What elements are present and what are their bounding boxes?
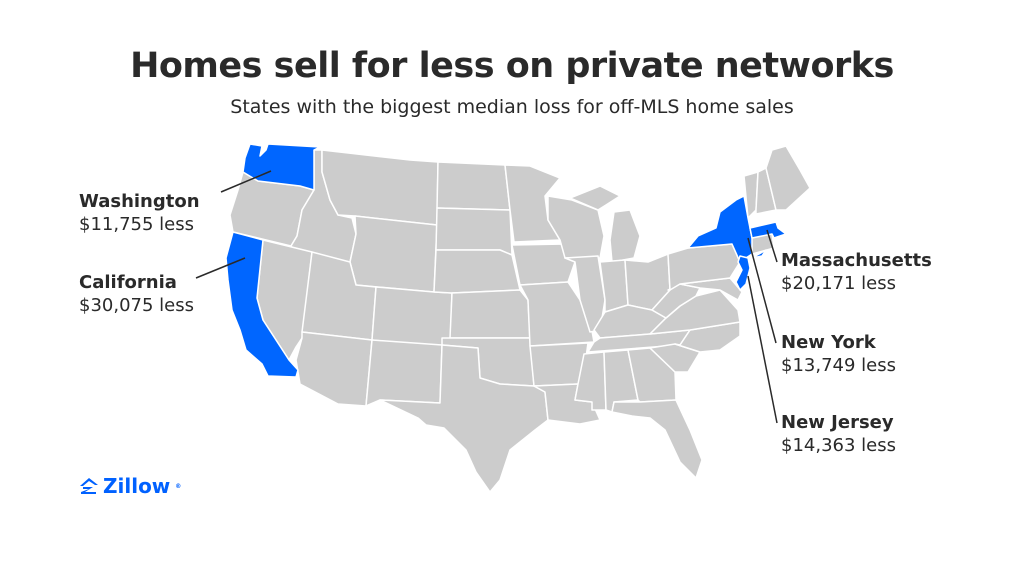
leader-line-washington: [220, 170, 272, 193]
state-value: $30,075 less: [79, 295, 194, 316]
state-value: $14,363 less: [781, 435, 896, 456]
leader-line-california: [195, 257, 246, 279]
state-california: [225, 231, 299, 378]
state-michigan-upper: [569, 185, 621, 211]
state-new-mexico: [365, 339, 443, 407]
state-new-hampshire: [755, 167, 777, 215]
chart-subtitle: States with the biggest median loss for …: [230, 96, 794, 118]
leader-line-new-york: [747, 237, 777, 344]
state-south-dakota: [435, 207, 513, 256]
logo-text: Zillow: [103, 474, 171, 498]
leader-line-massachusetts: [766, 229, 778, 263]
registered-mark: ®: [175, 482, 182, 490]
state-wyoming: [349, 215, 438, 293]
state-colorado: [371, 286, 453, 349]
state-name: New Jersey: [781, 412, 894, 433]
state-arizona: [295, 331, 373, 407]
state-name: Massachusetts: [781, 250, 932, 271]
chart-title: Homes sell for less on private networks: [130, 46, 894, 86]
state-name: New York: [781, 332, 876, 353]
state-name: California: [79, 272, 177, 293]
label-new-york: New York $13,749 less: [781, 331, 896, 377]
state-name: Washington: [79, 191, 200, 212]
state-maine: [765, 145, 811, 211]
state-massachusetts: [749, 221, 787, 239]
state-kansas: [449, 289, 531, 339]
label-california: California $30,075 less: [79, 271, 194, 317]
state-florida: [611, 399, 703, 479]
zillow-logo: Zillow ®: [79, 474, 181, 498]
state-nebraska: [433, 249, 521, 294]
state-washington: [242, 143, 321, 191]
state-north-dakota: [436, 161, 511, 211]
leader-line-new-jersey: [747, 275, 778, 424]
label-washington: Washington $11,755 less: [79, 190, 200, 236]
state-new-york-li: [751, 249, 767, 259]
state-montana: [321, 149, 439, 226]
state-value: $11,755 less: [79, 214, 194, 235]
state-value: $13,749 less: [781, 355, 896, 376]
state-iowa: [511, 243, 576, 286]
zillow-house-icon: [80, 478, 98, 494]
state-south-carolina: [649, 343, 701, 373]
state-new-jersey: [735, 255, 751, 291]
label-massachusetts: Massachusetts $20,171 less: [781, 249, 932, 295]
state-michigan: [609, 209, 641, 263]
state-value: $20,171 less: [781, 273, 896, 294]
label-new-jersey: New Jersey $14,363 less: [781, 411, 896, 457]
